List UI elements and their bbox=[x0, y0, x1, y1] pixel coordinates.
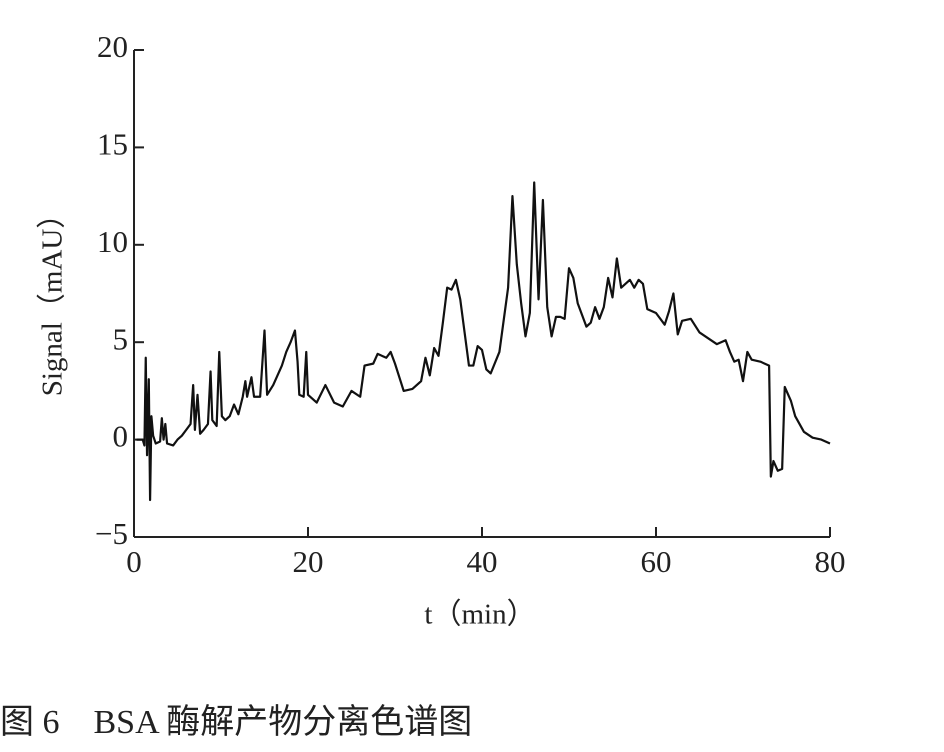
y-tick-label: 20 bbox=[97, 29, 128, 64]
y-axis-title: Signal（mAU） bbox=[37, 200, 69, 397]
x-tick-label: 20 bbox=[293, 544, 324, 579]
y-tick-label: 15 bbox=[97, 127, 128, 162]
y-tick-label: −5 bbox=[95, 516, 128, 551]
y-tick-label: 10 bbox=[97, 224, 128, 259]
signal-line bbox=[136, 181, 831, 502]
x-tick-label: 60 bbox=[641, 544, 672, 579]
y-tick-label: 5 bbox=[113, 321, 129, 356]
y-tick-label: 0 bbox=[113, 419, 129, 454]
x-tick-label: 40 bbox=[467, 544, 498, 579]
caption: 图 6 BSA 酶解产物分离色谱图 bbox=[0, 703, 472, 741]
x-axis-title: t（min） bbox=[424, 599, 535, 631]
x-tick-label: 0 bbox=[126, 544, 142, 579]
x-tick-label: 80 bbox=[815, 544, 846, 579]
